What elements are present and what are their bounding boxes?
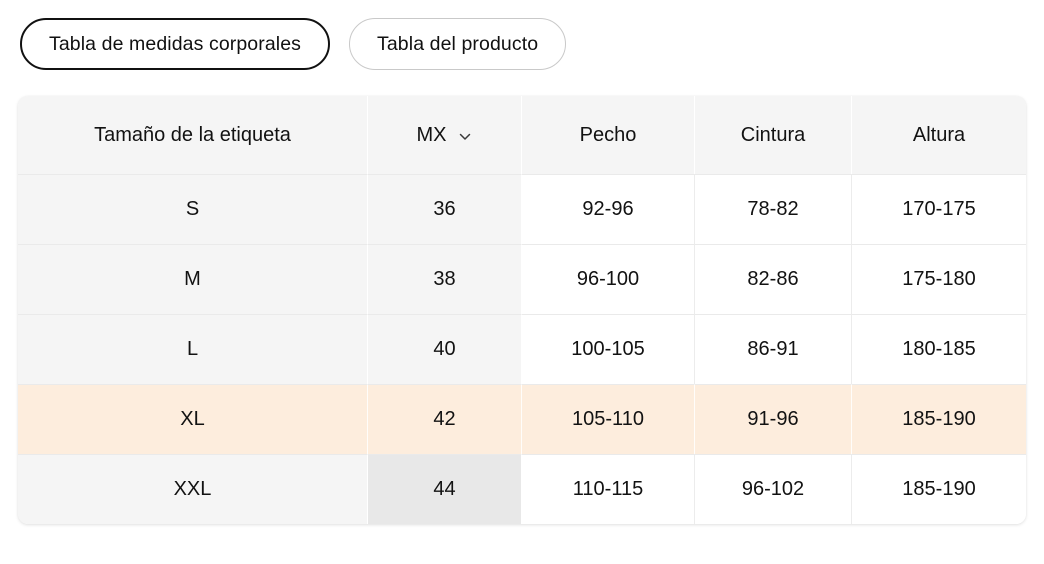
height-cell: 185-190 (852, 384, 1026, 454)
waist-cell: 82-86 (695, 244, 852, 314)
height-cell: 170-175 (852, 174, 1026, 244)
chevron-down-icon (457, 126, 473, 145)
table-row-m: M 38 96-100 82-86 175-180 (18, 244, 1026, 314)
column-header-label-size: Tamaño de la etiqueta (18, 96, 368, 174)
column-header-unit: MX (368, 96, 522, 174)
size-chart-tabs: Tabla de medidas corporales Tabla del pr… (20, 18, 1044, 70)
unit-cell: 36 (368, 174, 522, 244)
size-cell: S (18, 174, 368, 244)
chest-cell: 92-96 (522, 174, 695, 244)
tab-product-measurements[interactable]: Tabla del producto (349, 18, 567, 70)
column-header-waist: Cintura (695, 96, 852, 174)
column-header-height: Altura (852, 96, 1026, 174)
unit-selector-value: MX (416, 123, 447, 146)
waist-cell: 91-96 (695, 384, 852, 454)
column-header-chest: Pecho (522, 96, 695, 174)
unit-cell-selected: 44 (368, 454, 522, 524)
chest-cell: 100-105 (522, 314, 695, 384)
table-header-row: Tamaño de la etiqueta MX Pecho Cintura A… (18, 96, 1026, 174)
chest-cell: 105-110 (522, 384, 695, 454)
unit-selector-dropdown[interactable]: MX (417, 124, 473, 147)
height-cell: 175-180 (852, 244, 1026, 314)
table-row-s: S 36 92-96 78-82 170-175 (18, 174, 1026, 244)
size-cell: XL (18, 384, 368, 454)
unit-cell: 40 (368, 314, 522, 384)
table-row-xl-highlighted: XL 42 105-110 91-96 185-190 (18, 384, 1026, 454)
size-cell: L (18, 314, 368, 384)
waist-cell: 78-82 (695, 174, 852, 244)
unit-cell: 42 (368, 384, 522, 454)
tab-body-measurements[interactable]: Tabla de medidas corporales (20, 18, 331, 70)
height-cell: 185-190 (852, 454, 1026, 524)
table-row-l: L 40 100-105 86-91 180-185 (18, 314, 1026, 384)
waist-cell: 86-91 (695, 314, 852, 384)
chest-cell: 96-100 (522, 244, 695, 314)
height-cell: 180-185 (852, 314, 1026, 384)
table-row-xxl: XXL 44 110-115 96-102 185-190 (18, 454, 1026, 524)
chest-cell: 110-115 (522, 454, 695, 524)
unit-cell: 38 (368, 244, 522, 314)
size-cell: M (18, 244, 368, 314)
size-cell: XXL (18, 454, 368, 524)
waist-cell: 96-102 (695, 454, 852, 524)
size-chart-table: Tamaño de la etiqueta MX Pecho Cintura A… (18, 96, 1026, 524)
